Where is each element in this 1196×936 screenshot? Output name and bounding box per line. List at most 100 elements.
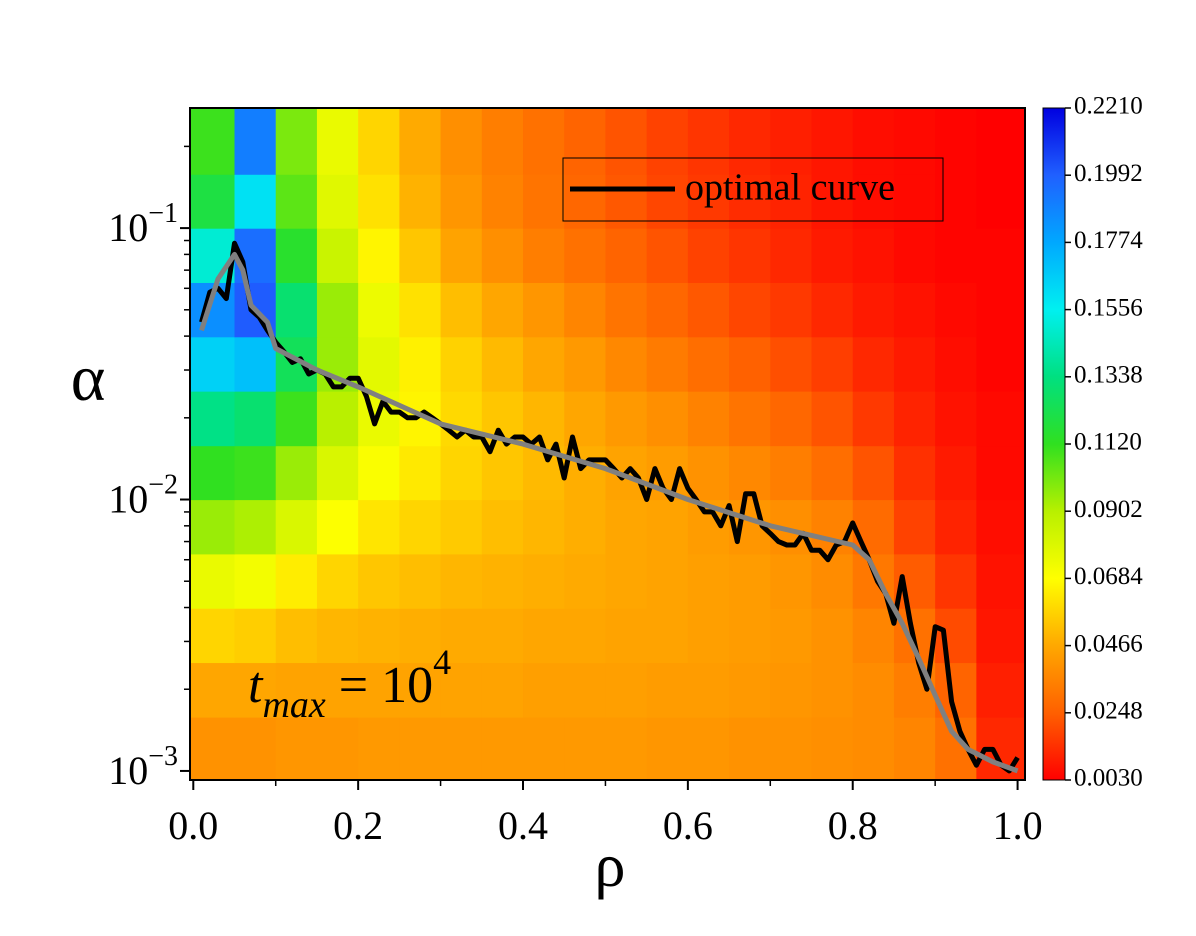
heat-cell xyxy=(852,391,895,447)
heat-cell xyxy=(811,445,854,501)
annotation: tmax = 104 xyxy=(248,642,451,725)
heat-cell xyxy=(399,174,442,229)
heat-cell xyxy=(275,228,318,283)
heat-cell xyxy=(234,608,277,664)
heat-cell xyxy=(399,282,442,338)
heat-cell xyxy=(523,717,565,780)
heat-cell xyxy=(935,499,977,555)
heat-cell xyxy=(190,391,236,447)
heat-cell xyxy=(440,228,483,283)
heat-cell xyxy=(316,228,359,283)
heat-cell xyxy=(646,391,689,447)
heat-cell xyxy=(440,499,483,555)
heat-cell xyxy=(275,282,318,338)
heat-cell xyxy=(275,499,318,555)
plot-frame xyxy=(189,107,1026,781)
heat-cell xyxy=(564,282,607,338)
heat-cell xyxy=(811,662,854,718)
heat-cell xyxy=(852,282,895,338)
series-line xyxy=(199,251,1019,774)
heat-cell xyxy=(729,662,771,718)
heat-cell xyxy=(358,445,400,501)
x-tick-label: 1.0 xyxy=(993,803,1043,848)
heat-cell xyxy=(399,608,442,664)
heat-cell xyxy=(275,174,318,229)
x-tick-label: 0.2 xyxy=(333,803,383,848)
heat-cell xyxy=(275,717,318,780)
heat-cell xyxy=(358,228,400,283)
heat-cell xyxy=(234,717,277,780)
heat-cell xyxy=(234,499,277,555)
colorbar-tick-label: 0.1338 xyxy=(1074,362,1143,389)
heat-cell xyxy=(646,499,689,555)
heat-cell xyxy=(358,108,400,175)
heat-cell xyxy=(523,336,565,392)
heat-cell xyxy=(935,108,977,175)
heat-cell xyxy=(316,553,359,609)
heat-cell xyxy=(234,553,277,609)
heat-cell xyxy=(729,174,771,229)
heat-cell xyxy=(481,174,524,229)
heat-cell xyxy=(190,553,236,609)
heat-cell xyxy=(358,336,400,392)
heat-cell xyxy=(770,445,813,501)
heat-cell xyxy=(852,662,895,718)
heat-cell xyxy=(440,717,483,780)
heat-cell xyxy=(893,717,936,780)
heat-cell xyxy=(729,553,771,609)
heat-cell xyxy=(770,662,813,718)
x-tick-label: 0.0 xyxy=(168,803,218,848)
heat-cell xyxy=(481,717,524,780)
heat-cell xyxy=(935,282,977,338)
annotation-sub: max xyxy=(262,684,325,726)
heat-cell xyxy=(481,282,524,338)
heat-cell xyxy=(234,662,277,718)
heat-cell xyxy=(523,499,565,555)
heat-cell xyxy=(399,336,442,392)
heat-cell xyxy=(852,445,895,501)
heat-cell xyxy=(976,282,1025,338)
y-tick-label: 10−3 xyxy=(108,741,178,793)
colorbar-tick-label: 0.2210 xyxy=(1074,93,1143,120)
heat-cell xyxy=(399,228,442,283)
heat-cell xyxy=(976,499,1025,555)
y-tick-base: 10 xyxy=(108,205,148,250)
heat-cell xyxy=(729,608,771,664)
heat-cell xyxy=(275,391,318,447)
heat-cell xyxy=(935,228,977,283)
heat-cell xyxy=(605,608,648,664)
legend-box xyxy=(562,157,944,222)
heat-cell xyxy=(481,553,524,609)
heat-cell xyxy=(935,336,977,392)
heat-cell xyxy=(687,553,730,609)
heat-cell xyxy=(316,499,359,555)
heat-cell xyxy=(646,108,689,175)
heat-cell xyxy=(399,108,442,175)
heat-cell xyxy=(811,174,854,229)
heat-cell xyxy=(358,662,400,718)
y-tick-base: 10 xyxy=(108,477,148,522)
heat-cell xyxy=(481,445,524,501)
heat-cell xyxy=(976,608,1025,664)
heat-cell xyxy=(770,391,813,447)
heat-cell xyxy=(893,445,936,501)
heat-cell xyxy=(275,336,318,392)
heat-cell xyxy=(564,553,607,609)
annotation-main: t xyxy=(248,657,264,714)
heat-cell xyxy=(523,608,565,664)
heat-cell xyxy=(770,553,813,609)
heat-cell xyxy=(481,499,524,555)
heat-cell xyxy=(852,336,895,392)
heat-cell xyxy=(481,228,524,283)
heat-cell xyxy=(275,662,318,718)
heat-cell xyxy=(399,499,442,555)
heat-cell xyxy=(729,282,771,338)
heat-cell xyxy=(440,282,483,338)
heat-cell xyxy=(852,608,895,664)
heat-cell xyxy=(190,499,236,555)
heat-cell xyxy=(770,282,813,338)
heat-cell xyxy=(234,108,277,175)
heat-cell xyxy=(646,228,689,283)
heat-cell xyxy=(935,391,977,447)
colorbar-tick-label: 0.1774 xyxy=(1074,227,1143,254)
